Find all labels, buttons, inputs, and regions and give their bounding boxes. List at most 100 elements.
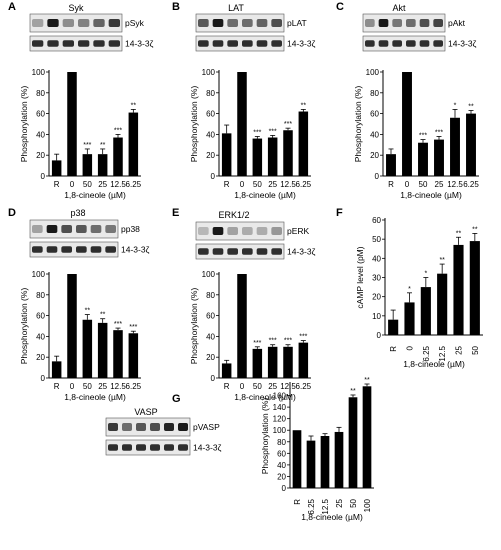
bar <box>466 113 476 176</box>
y-tick-label: 60 <box>36 110 45 119</box>
bar <box>298 342 309 378</box>
x-tick-label: 25 <box>98 180 107 189</box>
blot-label: 14-3-3ζ <box>125 39 154 49</box>
blot-label: pVASP <box>193 422 220 432</box>
blot-band <box>108 423 118 431</box>
blot-band <box>105 246 116 253</box>
significance-label: *** <box>299 334 307 341</box>
bar <box>437 273 448 335</box>
blot-band <box>271 40 282 47</box>
y-tick-label: 80 <box>206 291 215 300</box>
blot-band <box>271 19 282 27</box>
significance-label: * <box>408 286 411 293</box>
y-tick-label: 40 <box>206 130 215 139</box>
y-axis-label: cAMP level (pM) <box>355 246 365 308</box>
bar <box>320 436 330 488</box>
bar <box>97 322 108 378</box>
blot-band <box>32 246 43 253</box>
significance-label: * <box>454 102 457 109</box>
bar <box>252 348 263 378</box>
blot-band <box>256 40 268 47</box>
x-axis-label: 1,8-cineole (µM) <box>234 392 296 402</box>
y-tick-label: 40 <box>36 130 45 139</box>
x-tick-label: 25 <box>435 180 444 189</box>
significance-label: * <box>424 271 427 278</box>
loading-control-strip <box>362 35 446 52</box>
y-tick-label: 20 <box>36 353 45 362</box>
y-tick-label: 100 <box>202 68 216 77</box>
blot-band <box>242 227 253 235</box>
bar <box>113 137 123 176</box>
y-tick-label: 120 <box>273 415 287 424</box>
significance-label: ** <box>468 103 474 110</box>
bar <box>453 244 464 335</box>
blot-band <box>212 248 224 255</box>
blot-band <box>76 246 87 253</box>
y-tick-label: 20 <box>206 353 215 362</box>
blot-band <box>212 19 224 27</box>
y-tick-label: 20 <box>370 151 379 160</box>
blot-band <box>108 40 120 47</box>
blot-band <box>256 227 268 235</box>
significance-label: *** <box>435 129 443 136</box>
blot-band <box>433 19 443 27</box>
blot-title: VASP <box>134 407 157 417</box>
significance-label: *** <box>253 129 261 136</box>
bar <box>418 142 428 176</box>
phospho-blot-strip <box>29 219 119 239</box>
blot-band <box>62 19 74 27</box>
blot-band <box>365 40 375 47</box>
x-tick-label: 25 <box>98 382 107 391</box>
chart-panel-F: 0 10 20 30 40 50 60 cAMP level (pM) R * 0 * 6.25 ** 12… <box>355 216 483 369</box>
bar <box>450 117 460 176</box>
y-tick-label: 80 <box>277 438 286 447</box>
phospho-blot-strip <box>362 13 446 33</box>
y-tick-label: 0 <box>211 172 216 181</box>
phospho-blot-strip <box>29 13 123 33</box>
significance-label: *** <box>269 128 277 135</box>
bar <box>221 363 232 378</box>
blot-band <box>227 248 238 255</box>
x-tick-label: 50 <box>419 180 428 189</box>
y-axis-label: Phosphorylation (%) <box>19 86 29 163</box>
x-tick-label: 0 <box>406 345 415 350</box>
bar <box>420 287 431 335</box>
blot-label: pERK <box>287 226 310 236</box>
significance-label: ** <box>472 226 478 233</box>
loading-control-strip <box>29 241 119 258</box>
y-tick-label: 100 <box>32 270 46 279</box>
y-tick-label: 60 <box>372 216 381 225</box>
blot-band <box>198 227 209 235</box>
blot-band <box>32 225 43 233</box>
panel-letter: B <box>172 1 180 13</box>
blot-band <box>32 19 44 27</box>
blot-band <box>76 225 87 233</box>
bar <box>402 72 412 176</box>
y-tick-label: 20 <box>277 472 286 481</box>
x-tick-label: 50 <box>253 180 262 189</box>
bar <box>306 440 316 488</box>
bar <box>283 130 293 176</box>
blot-label: 14-3-3ζ <box>448 39 477 49</box>
x-tick-label: 6.25 <box>126 180 142 189</box>
bar <box>128 333 139 378</box>
y-tick-label: 40 <box>372 254 381 263</box>
blot-band <box>406 19 416 27</box>
blot-band <box>90 225 102 233</box>
x-tick-label: 25 <box>455 345 464 354</box>
blot-band <box>136 444 146 451</box>
x-tick-label: 12.5 <box>280 180 296 189</box>
x-tick-label: 50 <box>471 345 480 354</box>
x-tick-label: 6.25 <box>126 382 142 391</box>
blot-band <box>136 423 146 431</box>
x-tick-label: R <box>389 346 398 352</box>
x-tick-label: R <box>224 382 230 391</box>
bar <box>252 138 263 176</box>
bar <box>113 330 123 378</box>
x-tick-label: 25 <box>268 382 277 391</box>
